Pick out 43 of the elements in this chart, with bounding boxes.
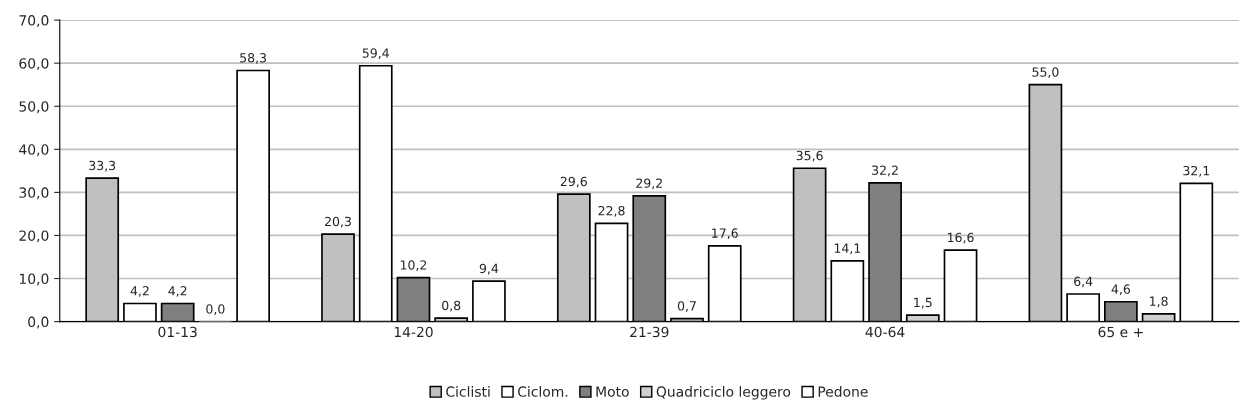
data-label: 6,4 — [1074, 276, 1093, 288]
x-tick-label: 40-64 — [865, 326, 905, 338]
legend-label: Ciclisti — [446, 386, 490, 397]
data-label: 0,0 — [206, 304, 225, 315]
y-tick-label: 40,0 — [19, 144, 49, 157]
y-tick-label: 20,0 — [19, 230, 49, 243]
y-tick-label: 10,0 — [19, 273, 49, 286]
data-label: 22,8 — [598, 205, 625, 217]
data-label: 59,4 — [362, 48, 389, 60]
data-label: 4,6 — [1111, 284, 1131, 296]
data-label: 0,7 — [677, 301, 696, 312]
legend-label: Moto — [596, 386, 629, 397]
data-label: 16,6 — [947, 232, 974, 244]
data-label: 32,1 — [1183, 165, 1210, 177]
data-label: 9,4 — [479, 263, 499, 275]
data-label: 17,6 — [712, 228, 738, 240]
y-tick-label: 30,0 — [19, 187, 49, 200]
data-label: 33,3 — [89, 160, 116, 172]
data-label: 58,3 — [240, 53, 267, 64]
data-label: 10,2 — [400, 260, 427, 271]
x-tick-label: 21-39 — [630, 326, 669, 338]
x-tick-label: 01-13 — [158, 326, 197, 338]
y-tick-label: 50,0 — [19, 101, 49, 114]
data-label: 35,6 — [796, 150, 823, 162]
legend-label: Ciclom. — [518, 386, 568, 397]
y-tick-label: 60,0 — [19, 58, 49, 71]
data-label: 0,8 — [442, 300, 461, 312]
data-label: 14,1 — [834, 243, 861, 255]
y-tick-label: 70,0 — [19, 15, 49, 27]
data-label: 29,6 — [560, 176, 587, 188]
legend-label: Quadriciclo leggero — [656, 386, 791, 400]
data-label: 4,2 — [168, 286, 187, 297]
data-label: 55,0 — [1032, 67, 1059, 79]
data-label: 32,2 — [872, 165, 898, 177]
x-tick-label: 65 e + — [1098, 326, 1143, 338]
data-label: 4,2 — [130, 286, 149, 297]
legend-label: Pedone — [818, 386, 868, 397]
data-label: 20,3 — [325, 216, 351, 228]
y-tick-label: 0,0 — [28, 316, 49, 329]
data-label: 29,2 — [636, 178, 662, 190]
data-label: 1,5 — [914, 297, 932, 309]
data-label: 1,8 — [1150, 296, 1168, 308]
x-tick-label: 14-20 — [394, 326, 433, 338]
